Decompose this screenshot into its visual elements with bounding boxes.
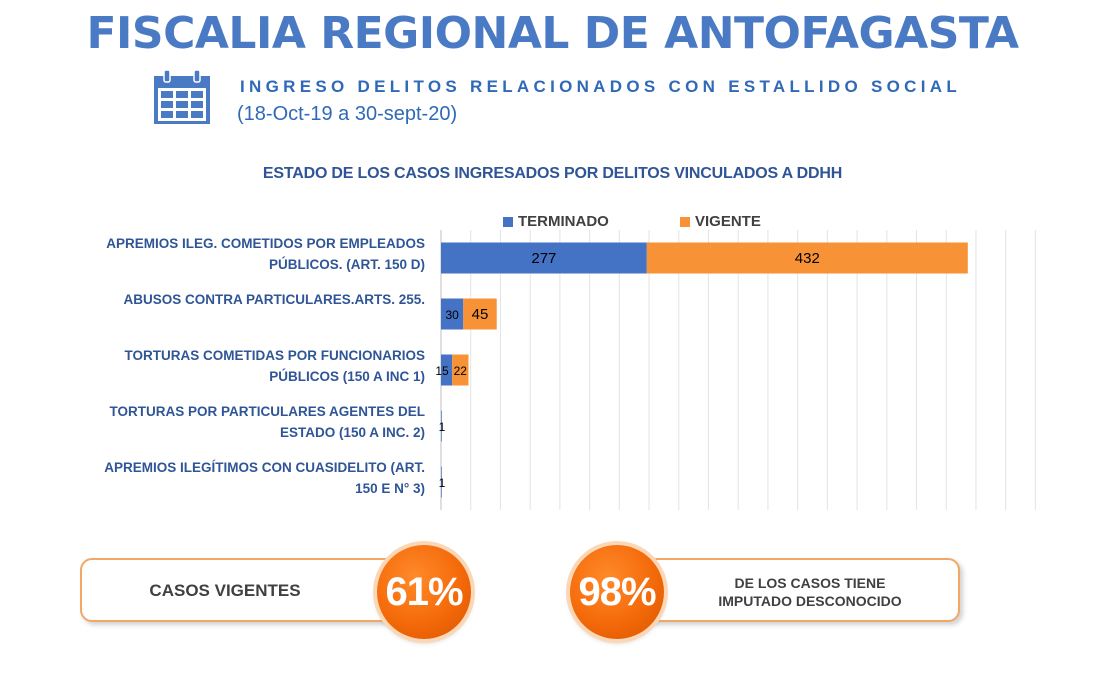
data-label-vigente-0: 432 [795, 250, 820, 267]
data-label-terminado-1: 30 [445, 308, 459, 322]
category-label-2-line-2: PÚBLICOS (150 A INC 1) [269, 369, 425, 384]
legend-label-vigente: VIGENTE [695, 213, 761, 230]
kpi-box-vigentes [80, 558, 410, 622]
page-title: FISCALIA REGIONAL DE ANTOFAGASTA [86, 8, 1019, 59]
data-label-terminado-4: 1 [439, 476, 446, 490]
category-label-4-line-2: 150 E N° 3) [355, 481, 425, 496]
kpi-label-vigentes: CASOS VIGENTES [149, 581, 301, 600]
legend-swatch-vigente [680, 216, 690, 227]
date-range: (18-Oct-19 a 30-sept-20) [237, 103, 458, 125]
data-label-terminado-2: 15 [435, 364, 449, 378]
category-label-3-line-1: TORTURAS POR PARTICULARES AGENTES DEL [109, 404, 425, 419]
category-label-0-line-1: APREMIOS ILEG. COMETIDOS POR EMPLEADOS [106, 236, 425, 251]
bar-terminado-1 [441, 298, 464, 330]
legend-item-terminado: TERMINADO [503, 213, 609, 230]
calendar-icon [154, 69, 210, 124]
category-label-4-line-1: APREMIOS ILEGÍTIMOS CON CUASIDELITO (ART… [104, 460, 425, 475]
category-label-0-line-2: PÚBLICOS. (ART. 150 D) [268, 257, 425, 272]
category-label-3: TORTURAS POR PARTICULARES AGENTES DEL ES… [25, 401, 425, 443]
bar-terminado-3 [441, 410, 442, 442]
bar-terminado-2 [441, 354, 453, 386]
data-label-vigente-1: 45 [472, 306, 489, 323]
category-label-3-line-2: ESTADO (150 A INC. 2) [279, 425, 425, 440]
bar-terminado-4 [441, 466, 442, 498]
bar-vigente-0 [646, 242, 968, 274]
data-label-terminado-0: 277 [531, 250, 556, 267]
legend-item-vigente: VIGENTE [680, 213, 761, 230]
data-label-terminado-3: 1 [439, 420, 446, 434]
kpi-badge-imputado: 98% [570, 545, 664, 639]
category-label-0: APREMIOS ILEG. COMETIDOS POR EMPLEADOS P… [25, 233, 425, 275]
kpi-label-imputado-line-2: IMPUTADO DESCONOCIDO [718, 593, 902, 609]
chart-title: ESTADO DE LOS CASOS INGRESADOS POR DELIT… [262, 165, 843, 182]
bar-vigente-1 [463, 298, 497, 330]
category-label-2: TORTURAS COMETIDAS POR FUNCIONARIOS PÚBL… [25, 345, 425, 387]
legend-swatch-terminado [503, 216, 513, 227]
kpi-label-imputado: DE LOS CASOS TIENE IMPUTADO DESCONOCIDO [680, 574, 940, 610]
category-label-2-line-1: TORTURAS COMETIDAS POR FUNCIONARIOS [124, 348, 425, 363]
kpi-box-imputado [620, 558, 960, 622]
bar-terminado-0 [441, 242, 647, 274]
data-label-vigente-2: 22 [454, 364, 468, 378]
bar-vigente-2 [452, 354, 469, 386]
category-label-1-line-1: ABUSOS CONTRA PARTICULARES.ARTS. 255. [123, 292, 425, 307]
kpi-badge-vigentes: 61% [377, 545, 471, 639]
category-label-1: ABUSOS CONTRA PARTICULARES.ARTS. 255. [25, 289, 425, 310]
legend-label-terminado: TERMINADO [518, 213, 609, 230]
kpi-label-imputado-line-1: DE LOS CASOS TIENE [734, 575, 886, 591]
page-subtitle: INGRESO DELITOS RELACIONADOS CON ESTALLI… [240, 77, 962, 96]
category-label-4: APREMIOS ILEGÍTIMOS CON CUASIDELITO (ART… [25, 457, 425, 499]
